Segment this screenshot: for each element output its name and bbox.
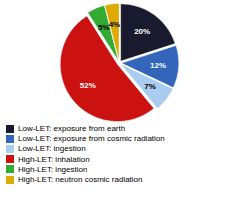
html-text:High-LET: neutron cosmic radia: High-LET: neutron cosmic radiation xyxy=(18,174,143,184)
html-text:High-LET: ingestion: High-LET: ingestion xyxy=(18,164,88,174)
svg-text:52%: 52% xyxy=(80,81,96,90)
svg-text:12%: 12% xyxy=(150,61,166,70)
html-text:Low-LET: exposure from cosmic: Low-LET: exposure from cosmic radiation xyxy=(18,134,165,144)
html-text:Low-LET: exposure from earth: Low-LET: exposure from earth xyxy=(18,124,126,133)
svg-text:20%: 20% xyxy=(134,27,150,36)
svg-text:5%: 5% xyxy=(98,22,110,32)
svg-text:4%: 4% xyxy=(109,20,121,29)
svg-text:7%: 7% xyxy=(144,82,156,91)
html-text:High-LET: inhalation: High-LET: inhalation xyxy=(18,154,90,164)
html-text:Low-LET: ingestion: Low-LET: ingestion xyxy=(18,144,86,154)
